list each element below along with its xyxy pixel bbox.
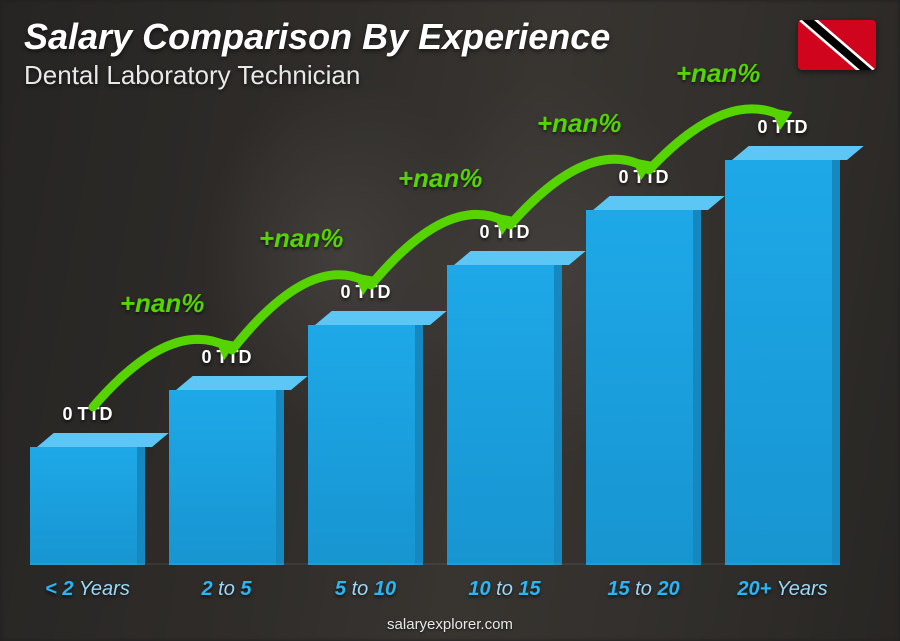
bar-shape — [447, 251, 562, 565]
bar-chart: 0 TTD0 TTD0 TTD0 TTD0 TTD0 TTD+nan%+nan%… — [30, 135, 840, 565]
bar-3: 0 TTD — [447, 222, 562, 565]
bar-value-label: 0 TTD — [479, 222, 529, 243]
pct-increase-label: +nan% — [120, 288, 205, 319]
content-area: Salary Comparison By Experience Dental L… — [0, 0, 900, 641]
bar-2: 0 TTD — [308, 282, 423, 565]
bar-shape — [308, 311, 423, 565]
country-flag-icon — [798, 20, 876, 70]
footer-credit: salaryexplorer.com — [0, 616, 900, 633]
bar-shape — [725, 146, 840, 565]
bar-1: 0 TTD — [169, 347, 284, 565]
bar-value-label: 0 TTD — [340, 282, 390, 303]
x-tick: 15 to 20 — [586, 578, 701, 601]
bar-4: 0 TTD — [586, 167, 701, 565]
page-title: Salary Comparison By Experience — [24, 18, 876, 56]
bar-0: 0 TTD — [30, 404, 145, 565]
x-tick: 20+ Years — [725, 578, 840, 601]
pct-increase-label: +nan% — [537, 108, 622, 139]
pct-increase-label: +nan% — [259, 223, 344, 254]
bar-shape — [586, 196, 701, 565]
x-tick: 2 to 5 — [169, 578, 284, 601]
bar-value-label: 0 TTD — [201, 347, 251, 368]
pct-increase-label: +nan% — [398, 163, 483, 194]
x-tick: 10 to 15 — [447, 578, 562, 601]
bar-value-label: 0 TTD — [618, 167, 668, 188]
chart-baseline — [30, 563, 840, 565]
bar-shape — [30, 433, 145, 565]
x-tick: < 2 Years — [30, 578, 145, 601]
bar-5: 0 TTD — [725, 117, 840, 565]
bar-value-label: 0 TTD — [757, 117, 807, 138]
x-axis: < 2 Years 2 to 5 5 to 10 10 to 15 15 to 20 20… — [30, 578, 840, 601]
bar-value-label: 0 TTD — [62, 404, 112, 425]
bar-shape — [169, 376, 284, 565]
pct-increase-label: +nan% — [676, 58, 761, 89]
x-tick: 5 to 10 — [308, 578, 423, 601]
